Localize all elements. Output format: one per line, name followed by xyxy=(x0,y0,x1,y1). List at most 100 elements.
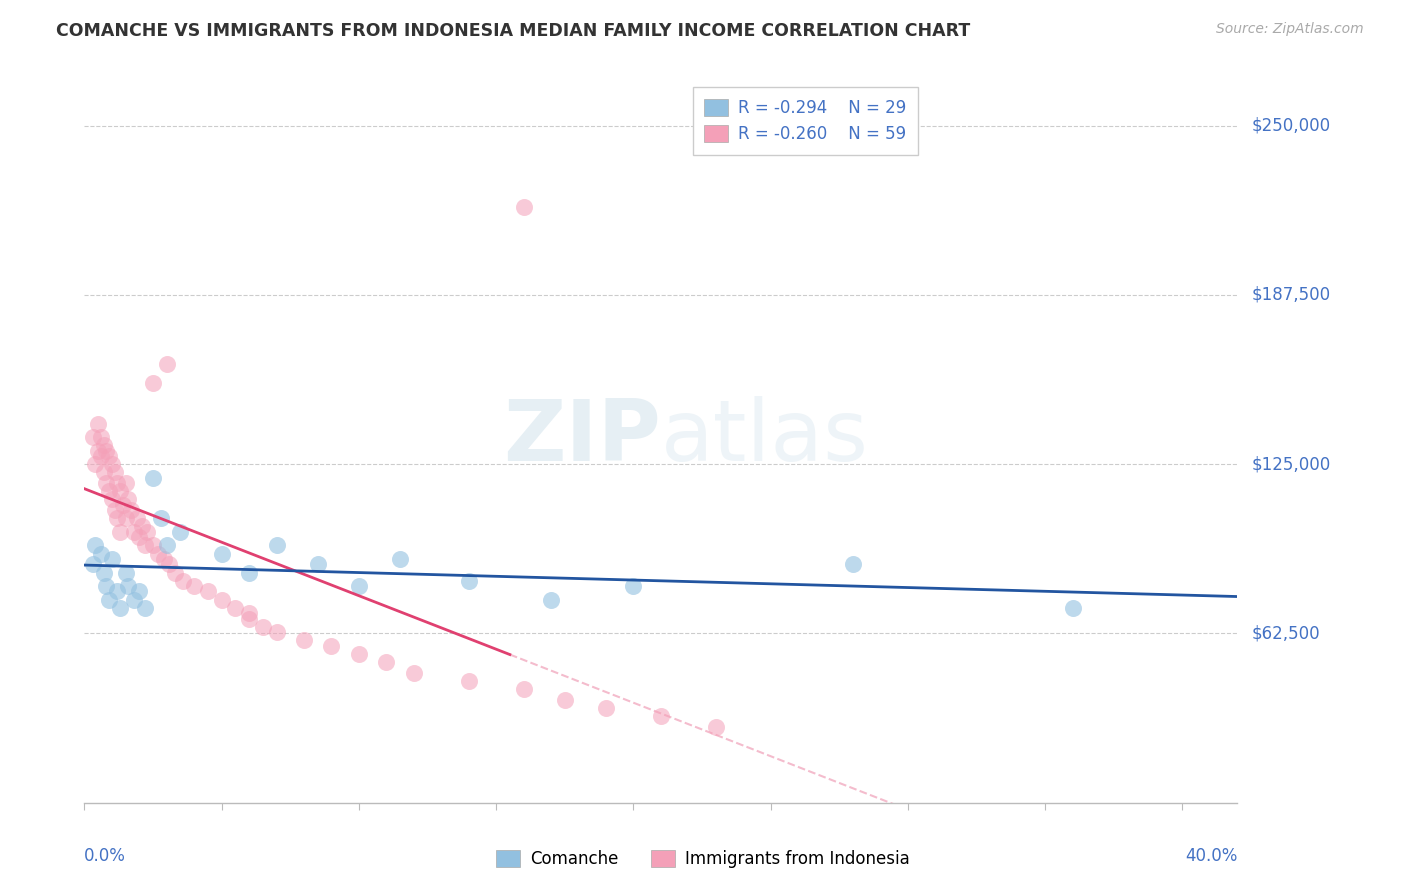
Point xyxy=(114,476,136,491)
Point xyxy=(84,538,107,552)
Point xyxy=(128,584,150,599)
Point xyxy=(540,592,562,607)
Point xyxy=(105,584,128,599)
Text: COMANCHE VS IMMIGRANTS FROM INDONESIA MEDIAN FAMILY INCOME CORRELATION CHART: COMANCHE VS IMMIGRANTS FROM INDONESIA ME… xyxy=(56,22,970,40)
Point xyxy=(156,357,179,371)
Point xyxy=(96,476,118,491)
Point xyxy=(93,465,115,479)
Point xyxy=(142,376,165,390)
Text: $125,000: $125,000 xyxy=(1251,455,1330,473)
Point xyxy=(650,709,672,723)
Point xyxy=(101,457,124,471)
Point xyxy=(554,693,576,707)
Point xyxy=(457,574,479,588)
Text: $187,500: $187,500 xyxy=(1251,285,1330,304)
Point xyxy=(238,611,260,625)
Point xyxy=(105,511,128,525)
Point xyxy=(347,647,370,661)
Point xyxy=(98,449,121,463)
Text: atlas: atlas xyxy=(661,395,869,479)
Point xyxy=(96,443,118,458)
Point xyxy=(103,503,125,517)
Point xyxy=(128,530,150,544)
Point xyxy=(153,552,176,566)
Point xyxy=(621,579,644,593)
Text: $250,000: $250,000 xyxy=(1251,117,1330,135)
Point xyxy=(389,552,412,566)
Point xyxy=(134,600,156,615)
Point xyxy=(1062,600,1084,615)
Point xyxy=(90,449,112,463)
Point xyxy=(150,511,173,525)
Point xyxy=(136,524,159,539)
Point xyxy=(108,484,131,499)
Point xyxy=(211,592,233,607)
Point xyxy=(134,538,156,552)
Point xyxy=(122,524,145,539)
Point xyxy=(101,492,124,507)
Point xyxy=(108,524,131,539)
Point xyxy=(402,665,425,680)
Point xyxy=(238,606,260,620)
Point xyxy=(90,547,112,561)
Point xyxy=(108,600,131,615)
Point xyxy=(96,579,118,593)
Point xyxy=(347,579,370,593)
Point xyxy=(266,538,288,552)
Point xyxy=(292,633,315,648)
Point xyxy=(266,625,288,640)
Point xyxy=(82,430,104,444)
Point xyxy=(512,200,534,214)
Point xyxy=(125,511,148,525)
Point xyxy=(169,524,191,539)
Point xyxy=(321,639,343,653)
Point xyxy=(211,547,233,561)
Point xyxy=(122,592,145,607)
Point xyxy=(704,720,727,734)
Point xyxy=(87,443,110,458)
Point xyxy=(375,655,398,669)
Point xyxy=(111,498,134,512)
Point xyxy=(98,592,121,607)
Point xyxy=(84,457,107,471)
Point xyxy=(252,620,274,634)
Point xyxy=(163,566,186,580)
Text: ZIP: ZIP xyxy=(503,395,661,479)
Point xyxy=(307,558,329,572)
Point xyxy=(156,538,179,552)
Point xyxy=(148,547,170,561)
Point xyxy=(224,600,246,615)
Point xyxy=(98,484,121,499)
Point xyxy=(159,558,181,572)
Point xyxy=(101,552,124,566)
Point xyxy=(595,701,617,715)
Point xyxy=(512,681,534,696)
Point xyxy=(183,579,205,593)
Point xyxy=(87,417,110,431)
Point xyxy=(82,558,104,572)
Point xyxy=(172,574,194,588)
Point xyxy=(131,519,153,533)
Point xyxy=(103,465,125,479)
Point xyxy=(105,476,128,491)
Point xyxy=(90,430,112,444)
Point xyxy=(457,673,479,688)
Text: 40.0%: 40.0% xyxy=(1185,847,1237,864)
Point xyxy=(197,584,219,599)
Point xyxy=(142,538,165,552)
Point xyxy=(117,579,139,593)
Point xyxy=(114,511,136,525)
Point xyxy=(117,492,139,507)
Text: Source: ZipAtlas.com: Source: ZipAtlas.com xyxy=(1216,22,1364,37)
Point xyxy=(120,503,142,517)
Point xyxy=(114,566,136,580)
Point xyxy=(93,438,115,452)
Legend: R = -0.294    N = 29, R = -0.260    N = 59: R = -0.294 N = 29, R = -0.260 N = 59 xyxy=(693,87,918,155)
Point xyxy=(142,471,165,485)
Point xyxy=(238,566,260,580)
Point xyxy=(93,566,115,580)
Text: $62,500: $62,500 xyxy=(1251,624,1320,642)
Text: 0.0%: 0.0% xyxy=(84,847,127,864)
Legend: Comanche, Immigrants from Indonesia: Comanche, Immigrants from Indonesia xyxy=(489,843,917,875)
Point xyxy=(842,558,865,572)
